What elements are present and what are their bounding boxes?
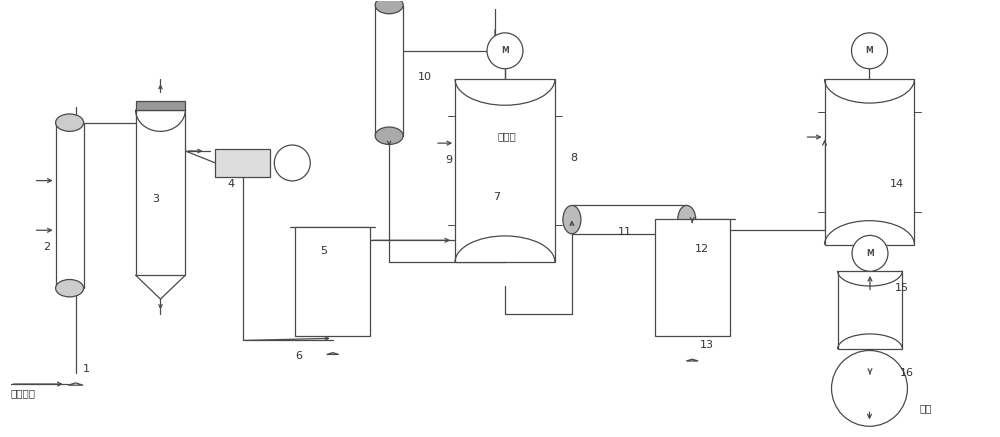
Text: M: M — [866, 46, 873, 55]
Circle shape — [852, 236, 888, 271]
Text: 13: 13 — [700, 340, 714, 350]
Ellipse shape — [563, 205, 581, 234]
Circle shape — [487, 33, 523, 69]
Bar — [655, 218, 730, 336]
Text: 9: 9 — [445, 155, 452, 165]
Text: 14: 14 — [889, 179, 904, 189]
Text: 12: 12 — [695, 244, 709, 254]
Ellipse shape — [678, 205, 696, 234]
Text: M: M — [866, 249, 874, 258]
Text: 8: 8 — [570, 153, 577, 163]
Text: 4: 4 — [227, 179, 235, 189]
Bar — [295, 227, 370, 336]
Bar — [136, 101, 185, 110]
Circle shape — [852, 33, 887, 69]
Bar — [838, 271, 902, 349]
Bar — [215, 149, 270, 177]
Polygon shape — [686, 359, 698, 361]
Text: 7: 7 — [493, 192, 500, 202]
Text: 2: 2 — [43, 242, 50, 252]
Text: M: M — [501, 46, 509, 55]
Polygon shape — [327, 353, 339, 354]
Ellipse shape — [56, 280, 84, 297]
Text: 16: 16 — [899, 368, 913, 378]
Circle shape — [274, 145, 310, 181]
Circle shape — [832, 350, 907, 426]
Text: 脱硫废液: 脱硫废液 — [11, 388, 36, 398]
Text: 5: 5 — [320, 246, 327, 256]
Ellipse shape — [375, 0, 403, 14]
Polygon shape — [68, 383, 83, 385]
Text: 1: 1 — [83, 364, 90, 374]
Text: 碳酸钠: 碳酸钠 — [497, 131, 516, 141]
Text: 15: 15 — [894, 283, 908, 293]
Bar — [375, 5, 403, 136]
Bar — [825, 79, 914, 245]
Bar — [136, 110, 185, 275]
Text: 混盐: 混盐 — [919, 403, 932, 413]
Bar — [455, 79, 555, 262]
Bar — [56, 123, 84, 288]
Bar — [572, 205, 687, 234]
Ellipse shape — [375, 127, 403, 145]
Text: 11: 11 — [618, 226, 632, 236]
Text: 3: 3 — [152, 194, 159, 204]
Ellipse shape — [56, 114, 84, 132]
Text: 10: 10 — [418, 72, 432, 82]
Text: 6: 6 — [295, 351, 302, 361]
